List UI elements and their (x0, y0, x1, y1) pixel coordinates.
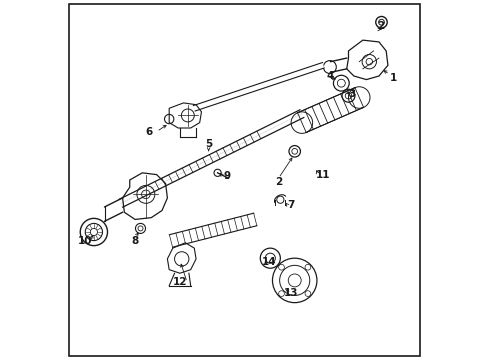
Text: 2: 2 (376, 21, 384, 31)
Text: 14: 14 (262, 257, 276, 267)
Text: 9: 9 (223, 171, 230, 181)
Text: 12: 12 (172, 277, 187, 287)
Text: 7: 7 (287, 200, 294, 210)
Text: 10: 10 (78, 236, 92, 246)
Text: 13: 13 (284, 288, 298, 298)
Text: 6: 6 (145, 127, 153, 136)
Text: 4: 4 (326, 71, 334, 81)
Text: 8: 8 (131, 236, 139, 246)
Text: 2: 2 (274, 177, 282, 187)
Text: 11: 11 (316, 170, 330, 180)
Polygon shape (193, 63, 324, 111)
Text: 5: 5 (204, 139, 212, 149)
Polygon shape (119, 110, 303, 207)
Polygon shape (297, 88, 363, 132)
Text: 3: 3 (348, 89, 355, 99)
Text: 1: 1 (389, 73, 396, 83)
Polygon shape (169, 213, 256, 247)
